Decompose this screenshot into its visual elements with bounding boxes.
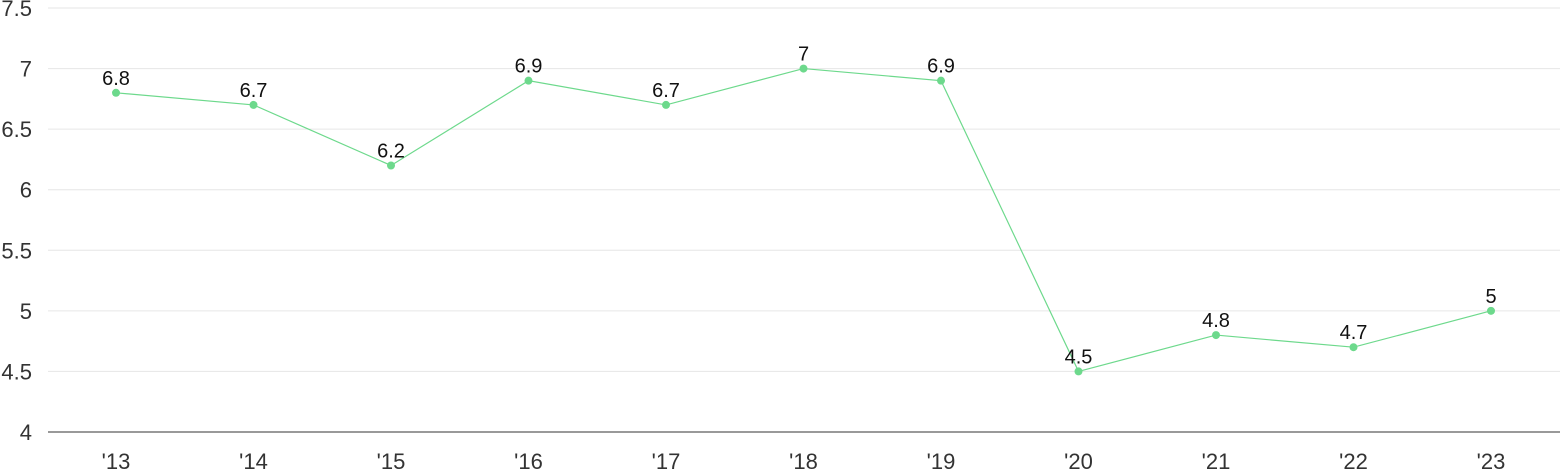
data-point <box>524 76 533 85</box>
data-label: 6.7 <box>652 80 680 102</box>
x-axis-ticks: '13 '14 '15 '16 '17 '18 '19 '20 '21 '22 '23 <box>102 449 1506 471</box>
data-label: 4.8 <box>1202 310 1230 332</box>
x-tick-label: '23 <box>1477 449 1506 471</box>
data-point <box>1212 331 1220 340</box>
x-tick-label: '13 <box>102 449 131 471</box>
data-point <box>937 76 945 85</box>
y-tick-label: 7 <box>20 57 32 82</box>
y-tick-label: 6 <box>20 178 32 203</box>
data-labels: 6.8 6.7 6.2 6.9 6.7 7 6.9 4.5 4.8 4.7 5 <box>102 44 1496 369</box>
x-tick-label: '15 <box>377 449 406 471</box>
data-point <box>1487 306 1495 315</box>
data-label: 6.8 <box>102 68 130 90</box>
data-label: 6.9 <box>927 56 955 78</box>
data-point <box>1074 367 1083 376</box>
x-tick-label: '14 <box>239 449 268 471</box>
data-label: 4.5 <box>1065 346 1093 368</box>
series-line <box>115 67 1492 373</box>
data-point <box>387 161 395 170</box>
series-layer <box>112 64 1495 376</box>
x-tick-label: '16 <box>514 449 543 471</box>
x-tick-label: '19 <box>927 449 956 471</box>
x-tick-label: '18 <box>789 449 818 471</box>
y-tick-label: 6.5 <box>1 117 32 142</box>
data-point <box>799 64 808 73</box>
data-point <box>1349 343 1358 352</box>
y-tick-label: 7.5 <box>1 0 32 21</box>
data-point <box>249 100 258 109</box>
data-label: 6.9 <box>515 56 543 78</box>
y-tick-label: 4 <box>20 420 32 445</box>
x-tick-label: '17 <box>652 449 681 471</box>
data-label: 6.7 <box>240 80 268 102</box>
x-tick-label: '20 <box>1064 449 1093 471</box>
data-point <box>112 88 120 97</box>
y-tick-label: 5 <box>20 299 32 324</box>
x-tick-label: '21 <box>1202 449 1231 471</box>
y-tick-label: 5.5 <box>1 238 32 263</box>
data-label: 7 <box>798 44 809 66</box>
y-axis-ticks: 4 4.5 5 5.5 6 6.5 7 7.5 <box>1 0 32 445</box>
data-label: 4.7 <box>1340 322 1368 344</box>
data-label: 5 <box>1485 286 1496 308</box>
data-label: 6.2 <box>377 140 405 162</box>
y-tick-label: 4.5 <box>1 359 32 384</box>
data-point <box>662 100 670 109</box>
x-tick-label: '22 <box>1339 449 1368 471</box>
